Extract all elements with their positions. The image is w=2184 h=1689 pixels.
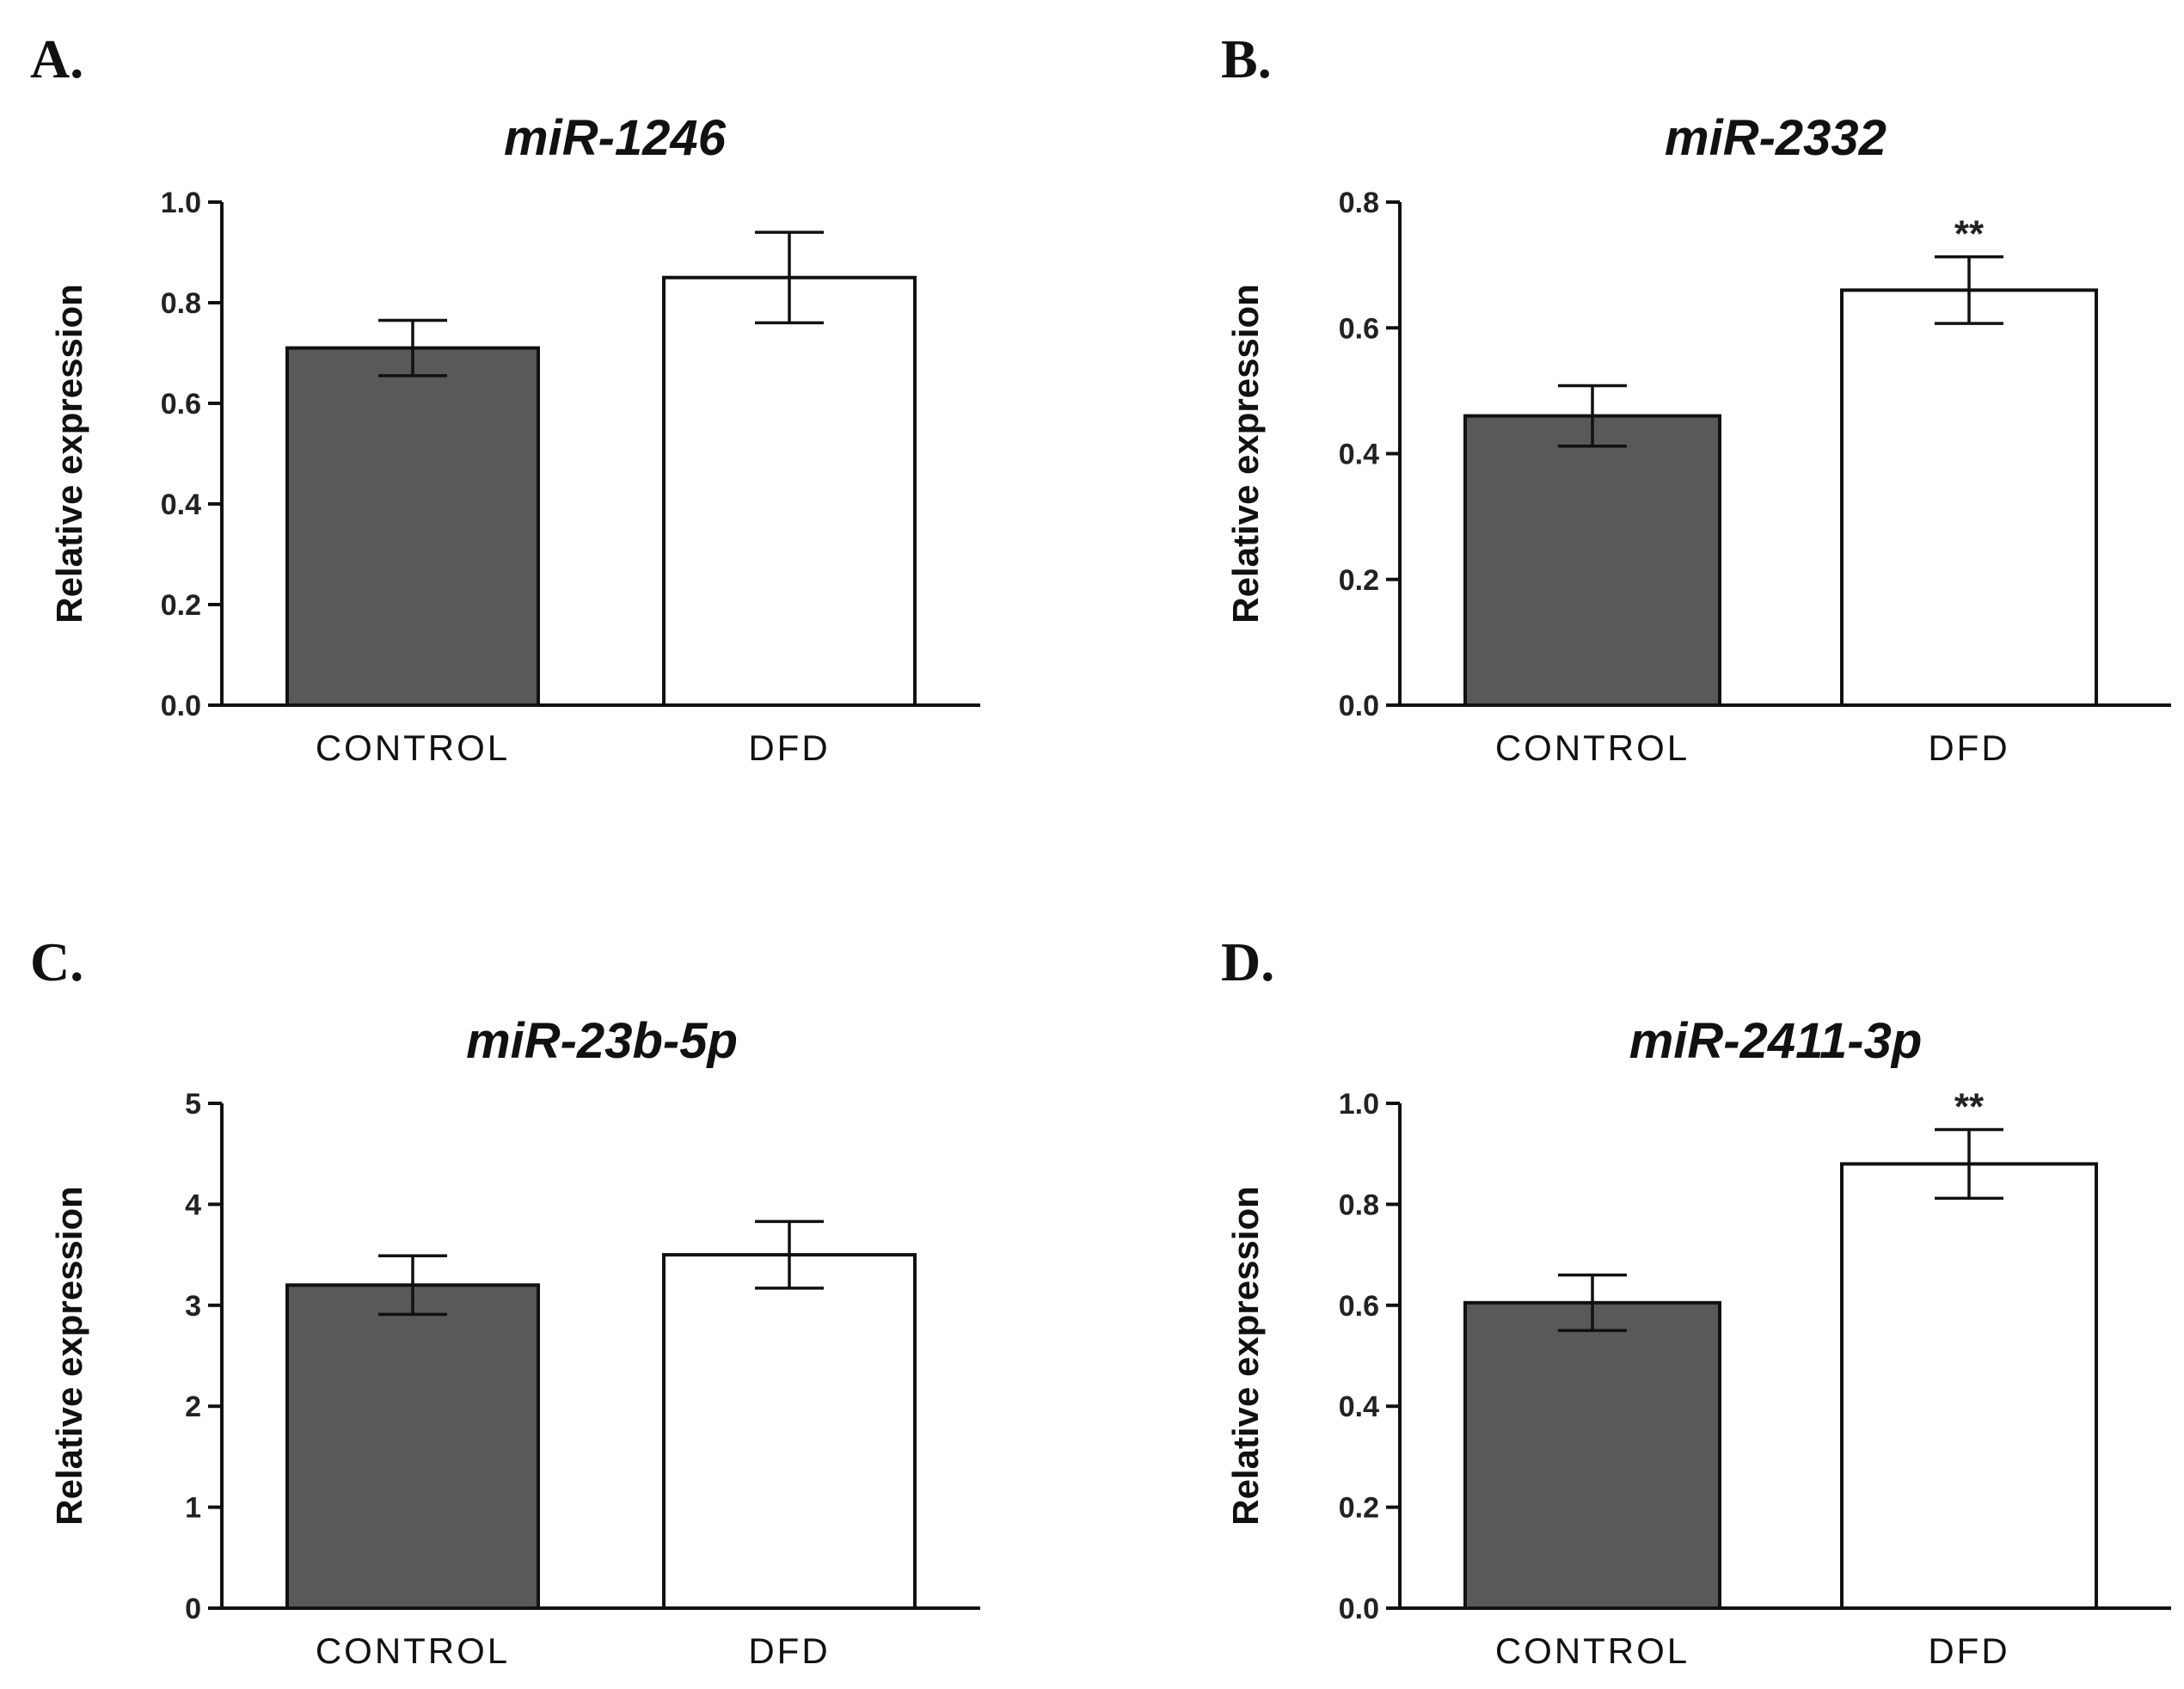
chart-panel-4: D. miR-2411-3p Relative expression CONTROL *… (1221, 931, 2171, 1671)
category-label: CONTROL (316, 728, 510, 768)
y-axis-label: Relative expression (49, 284, 89, 623)
chart-title: miR-1246 (504, 110, 727, 166)
y-tick-label: 0.4 (1339, 439, 1379, 471)
chart-title: miR-2411-3p (1629, 1013, 1923, 1069)
y-tick-label: 3 (185, 1290, 201, 1323)
bar-control (1463, 414, 1721, 707)
bar-dfd (662, 1253, 917, 1610)
y-axis-label: Relative expression (49, 1186, 89, 1526)
y-tick-label: 0.6 (1339, 312, 1379, 345)
y-axis-label: Relative expression (1225, 1186, 1266, 1526)
y-tick-label: 2 (185, 1391, 201, 1423)
y-tick-label: 0.2 (161, 589, 201, 622)
significance-label: ** (1954, 213, 1985, 255)
panel-letter: D. (1221, 931, 1274, 992)
panel-letter: A. (30, 28, 83, 89)
chart-panel-1: A. miR-1246 Relative expression CONTROL DFD 0… (30, 28, 980, 768)
y-tick-label: 0.6 (1339, 1290, 1379, 1323)
significance-label: ** (1954, 1086, 1985, 1128)
category-label: DFD (1928, 1631, 2009, 1671)
y-tick-label: 0.8 (1339, 1188, 1379, 1221)
y-tick-label: 0.4 (161, 488, 201, 521)
y-axis-label: Relative expression (1225, 284, 1266, 623)
y-tick-label: 0.2 (1339, 1492, 1379, 1525)
y-tick-label: 0.0 (1339, 1593, 1379, 1625)
y-tick-label: 1 (185, 1492, 201, 1525)
category-label: DFD (748, 728, 830, 768)
y-tick-label: 5 (185, 1088, 201, 1121)
category-label: CONTROL (1495, 728, 1690, 768)
panel-letter: C. (30, 931, 83, 992)
category-label: DFD (748, 1631, 830, 1671)
bar-dfd (662, 275, 917, 707)
chart-panel-3: C. miR-23b-5p Relative expression CONTROL DF… (30, 931, 980, 1671)
y-tick-label: 0.8 (161, 287, 201, 320)
category-label: DFD (1928, 728, 2009, 768)
y-tick-label: 1.0 (161, 187, 201, 219)
panel-letter: B. (1221, 28, 1272, 89)
y-tick-label: 0.0 (161, 690, 201, 722)
y-tick-label: 0 (185, 1593, 201, 1625)
y-tick-label: 0.8 (1339, 187, 1379, 219)
y-tick-label: 0.4 (1339, 1391, 1379, 1423)
bar-dfd (1840, 288, 2098, 707)
category-label: CONTROL (316, 1631, 510, 1671)
bar-control (285, 1283, 540, 1610)
bar-control (285, 346, 540, 707)
chart-title: miR-2332 (1665, 110, 1886, 166)
bar-dfd (1840, 1162, 2098, 1610)
chart-title: miR-23b-5p (466, 1013, 738, 1069)
y-tick-label: 4 (185, 1188, 201, 1221)
y-tick-label: 1.0 (1339, 1088, 1379, 1121)
chart-panel-2: B. miR-2332 Relative expression CONTROL ** DF… (1221, 28, 2171, 768)
category-label: CONTROL (1495, 1631, 1690, 1671)
y-tick-label: 0.6 (161, 388, 201, 421)
y-tick-label: 0.0 (1339, 690, 1379, 722)
y-tick-label: 0.2 (1339, 564, 1379, 597)
bar-control (1463, 1300, 1721, 1610)
